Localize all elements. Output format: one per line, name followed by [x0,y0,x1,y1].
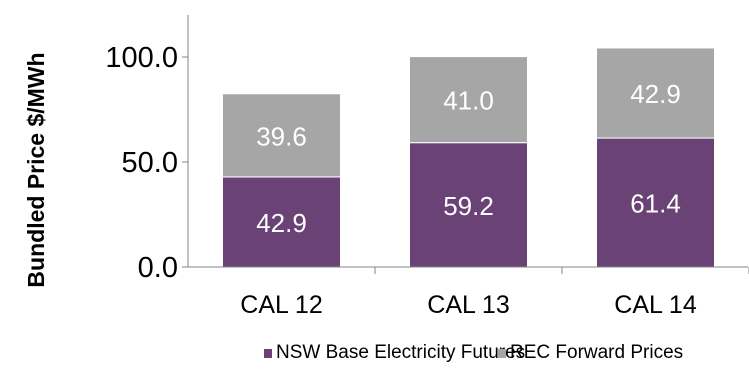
y-tick-label: 0.0 [138,252,178,284]
bar-segment [409,142,528,268]
x-tick-label: CAL 13 [427,291,509,319]
data-label: 61.4 [630,189,681,219]
data-label: 39.6 [256,121,307,151]
x-tick-label: CAL 14 [614,291,697,319]
legend-label: REC Forward Prices [510,342,683,363]
bar-segment [222,93,341,178]
data-label: 42.9 [630,79,681,109]
y-axis-title-group: Bundled Price $/MWh [23,52,49,287]
plot-area: 0.0 50.0 100.0 42.9 39.6 CAL 12 59.2 41.0 CAL 13… [105,15,749,319]
legend-label: NSW Base Electricity Futures [276,342,525,363]
y-axis-title: Bundled Price $/MWh [23,52,49,287]
data-label: 42.9 [256,208,307,238]
y-tick-label: 50.0 [122,147,178,179]
bar-segment [409,56,528,144]
bar-segment [596,47,715,139]
data-label: 41.0 [443,86,494,116]
bar-segment [596,137,715,268]
y-tick-label: 100.0 [105,42,178,74]
legend-swatch [498,349,506,358]
data-label: 59.2 [443,191,494,221]
x-tick-label: CAL 12 [240,291,322,319]
legend-swatch [264,349,272,358]
